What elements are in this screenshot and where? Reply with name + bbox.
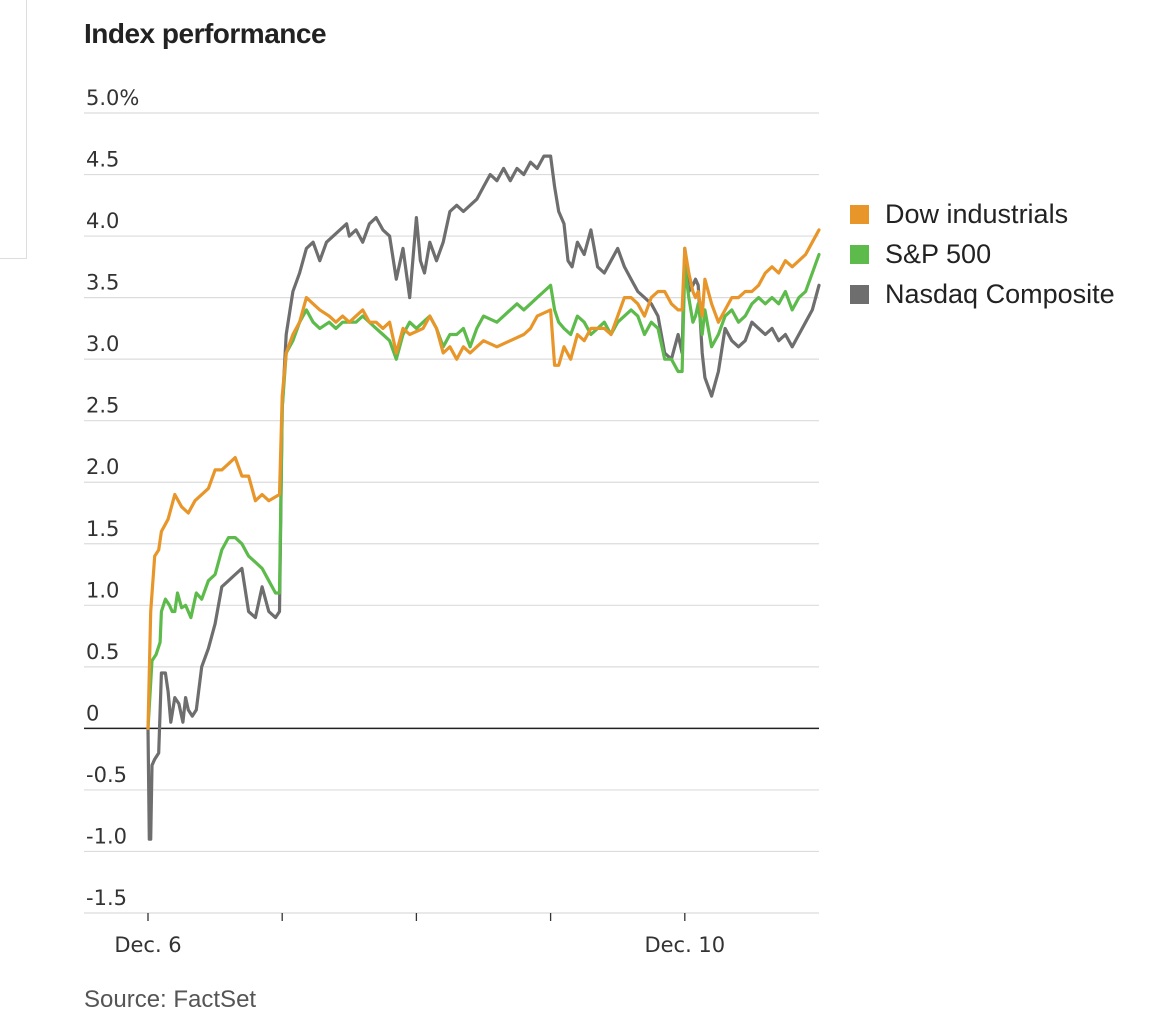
y-tick-label: -0.5 [86,763,127,787]
legend-swatch-nasdaq [850,284,869,304]
y-tick-label: 0 [86,701,99,725]
series-lines [146,154,821,841]
legend-item-sp500: S&P 500 [850,234,1115,274]
y-tick-label: 1.0 [86,578,119,602]
legend-label-nasdaq: Nasdaq Composite [885,278,1115,309]
y-tick-label: 3.5 [86,271,119,295]
legend-item-dow: Dow industrials [850,194,1115,234]
y-axis: 5.0% 4.5 4.0 3.5 3.0 2.5 2.0 1.5 1.0 0.5 0 -0.5 -1.0… [86,86,139,910]
source-note: Source: FactSet [84,986,257,1013]
y-tick-label: -1.0 [86,824,127,848]
series-line-sp500 [146,252,821,731]
legend-label-sp500: S&P 500 [885,238,992,269]
left-divider [0,0,27,259]
y-tick-label: -1.5 [86,886,127,910]
y-tick-label: 4.5 [86,148,119,172]
y-tick-label: 0.5 [86,640,119,664]
series-line-dow [146,228,821,731]
y-tick-label: 3.0 [86,332,119,356]
y-tick-label: 1.5 [86,517,119,541]
x-tick-label: Dec. 10 [644,933,725,957]
y-tick-label: 2.0 [86,455,119,479]
chart-title: Index performance [84,18,327,49]
y-tick-label: 5.0% [86,86,139,110]
x-tick-label: Dec. 6 [114,933,181,957]
legend-label-dow: Dow industrials [885,198,1069,229]
series-line-nasdaq [146,154,821,841]
legend: Dow industrials S&P 500 Nasdaq Composite [850,194,1115,314]
x-axis: Dec. 6 Dec. 10 [114,913,725,957]
legend-swatch-dow [850,204,869,224]
grid-lines [84,112,819,914]
y-tick-label: 2.5 [86,394,119,418]
legend-item-nasdaq: Nasdaq Composite [850,274,1115,314]
legend-swatch-sp500 [850,244,869,264]
y-tick-label: 4.0 [86,209,119,233]
